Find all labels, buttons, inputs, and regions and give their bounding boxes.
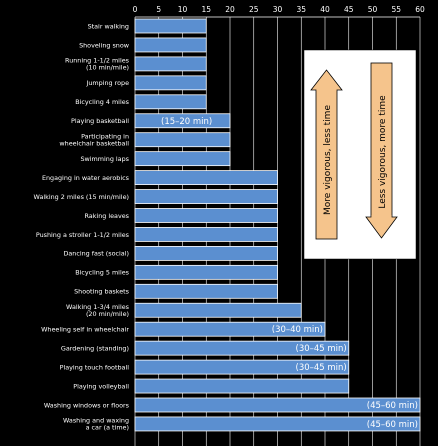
category-label: Washing windows or floors xyxy=(44,401,130,409)
tick-layer: 0 5 10 15 20 25 30 35 40 45 50 55 60 xyxy=(133,5,425,14)
bar xyxy=(134,302,302,318)
up-arrow-icon xyxy=(310,69,343,240)
bar-value-label: (30–45 min) xyxy=(296,344,347,354)
legend: More vigorous, less time Less vigorous, … xyxy=(303,49,417,260)
category-label: Participating in wheelchair basketball xyxy=(59,132,129,147)
bar xyxy=(134,113,231,129)
category-label: Dancing fast (social) xyxy=(63,250,129,258)
legend-down-label: Less vigorous, more time xyxy=(378,95,388,209)
category-label: Walking 2 miles (15 min/mile) xyxy=(34,193,129,201)
category-label-layer: Stair walking Shoveling snow Running 1-1/2… xyxy=(34,22,130,431)
x-tick-label: 30 xyxy=(273,5,283,14)
category-label: Swimming laps xyxy=(80,155,129,163)
x-tick-label: 20 xyxy=(225,5,235,14)
x-tick-label: 15 xyxy=(201,5,211,14)
x-tick-label: 50 xyxy=(368,5,378,14)
x-tick-label: 45 xyxy=(344,5,354,14)
bar xyxy=(134,340,350,356)
category-label: Playing touch football xyxy=(60,363,130,371)
category-label: Engaging in water aerobics xyxy=(42,174,130,182)
x-tick-label: 0 xyxy=(133,5,138,14)
bar xyxy=(134,75,207,91)
category-label: Wheeling self in wheelchair xyxy=(41,326,129,334)
bar-value-label: (45–60 min) xyxy=(367,401,418,411)
bar xyxy=(134,378,350,394)
down-arrow-icon xyxy=(365,62,398,239)
bar xyxy=(134,283,278,299)
legend-up-label: More vigorous, less time xyxy=(323,105,333,215)
x-tick-label: 40 xyxy=(320,5,330,14)
bar xyxy=(134,18,207,34)
bar-value-label: (30–45 min) xyxy=(296,363,347,373)
x-tick-label: 10 xyxy=(178,5,188,14)
bar xyxy=(134,132,231,148)
bar xyxy=(134,321,326,337)
category-label: Shooting baskets xyxy=(74,288,130,296)
bar xyxy=(134,189,278,204)
category-label: Shoveling snow xyxy=(79,41,129,49)
category-label: Playing basketball xyxy=(71,117,129,125)
bar-value-label: (30–40 min) xyxy=(272,325,323,335)
category-label: Washing and waxing a car (a time) xyxy=(63,417,129,432)
category-label: Walking 1-3/4 miles (20 min/mile) xyxy=(66,303,130,318)
category-label: Gardening (standing) xyxy=(61,344,129,352)
bar xyxy=(134,37,207,53)
category-label: Running 1-1/2 miles (10 min/mile) xyxy=(65,57,130,72)
x-tick-label: 5 xyxy=(156,5,161,14)
x-tick-label: 60 xyxy=(415,5,425,14)
bar-value-label: (15–20 min) xyxy=(161,117,212,127)
bar xyxy=(134,359,350,375)
x-tick-label: 35 xyxy=(296,5,306,14)
bar xyxy=(134,56,207,72)
bar xyxy=(134,416,421,432)
x-tick-label: 55 xyxy=(391,5,401,14)
bar-layer xyxy=(134,18,421,432)
bar-value-label: (45–60 min) xyxy=(367,420,418,430)
category-label: Jumping rope xyxy=(85,79,129,87)
bar xyxy=(134,264,278,280)
bar-label-layer: (15–20 min) (30–40 min) (30–45 min) (30–45 … xyxy=(161,117,418,430)
bar xyxy=(134,397,421,413)
x-tick-label: 25 xyxy=(249,5,259,14)
category-label: Bicycling 5 miles xyxy=(75,269,129,277)
bar xyxy=(134,170,278,186)
category-label: Bicycling 4 miles xyxy=(75,98,129,106)
category-label: Pushing a stroller 1-1/2 miles xyxy=(36,231,130,239)
bar xyxy=(134,208,278,223)
category-label: Playing volleyball xyxy=(73,382,129,390)
bar xyxy=(134,245,278,261)
bar xyxy=(134,151,231,167)
category-label: Stair walking xyxy=(88,22,129,30)
bar xyxy=(134,94,207,110)
bar xyxy=(134,227,278,242)
category-label: Raking leaves xyxy=(85,212,130,220)
